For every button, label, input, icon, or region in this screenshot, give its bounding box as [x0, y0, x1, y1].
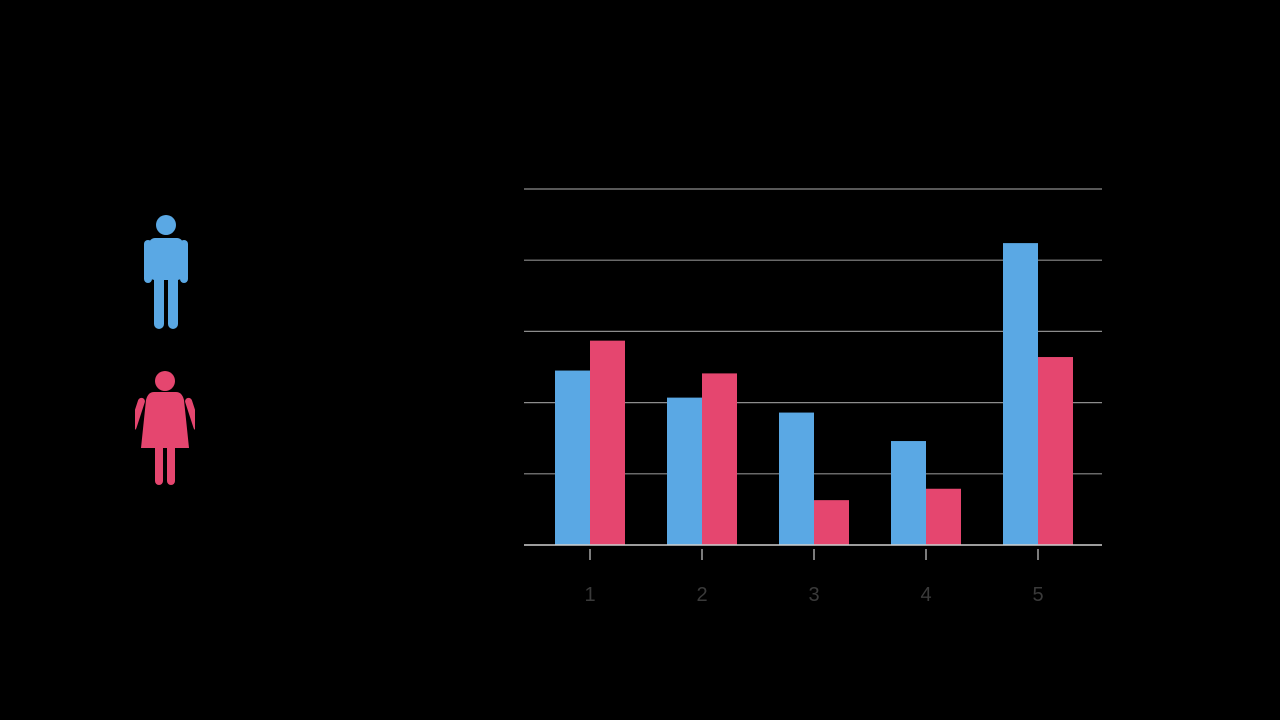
bar-series2-cat1: [590, 340, 625, 545]
bar-series2-cat5: [1038, 357, 1073, 545]
female-person-icon: [135, 371, 195, 485]
female-left-arm: [135, 397, 145, 431]
bar-series1-cat1: [555, 370, 590, 545]
bars: [555, 243, 1073, 545]
female-head: [155, 371, 175, 391]
x-tick-label-2: 2: [696, 584, 707, 606]
x-tick-label-3: 3: [808, 584, 819, 606]
x-tick-label-4: 4: [920, 584, 931, 606]
bar-series1-cat5: [1003, 243, 1038, 545]
female-dress: [141, 392, 189, 448]
x-tick-label-5: 5: [1032, 584, 1043, 606]
male-right-arm: [180, 240, 188, 283]
male-left-arm: [144, 240, 152, 283]
bar-series2-cat3: [814, 500, 849, 545]
female-right-arm: [185, 397, 195, 431]
bar-series2-cat4: [926, 488, 961, 545]
bar-series1-cat3: [779, 412, 814, 545]
male-body: [149, 238, 183, 280]
female-right-leg: [167, 442, 175, 485]
bar-series1-cat2: [667, 397, 702, 545]
bar-series1-cat4: [891, 441, 926, 545]
male-head: [156, 215, 176, 235]
female-left-leg: [155, 442, 163, 485]
male-left-leg: [154, 272, 164, 329]
male-person-icon: [144, 215, 188, 329]
bar-series2-cat2: [702, 373, 737, 545]
male-right-leg: [168, 272, 178, 329]
x-axis: 1 2 3 4 5: [524, 544, 1102, 606]
x-tick-label-1: 1: [584, 584, 595, 606]
